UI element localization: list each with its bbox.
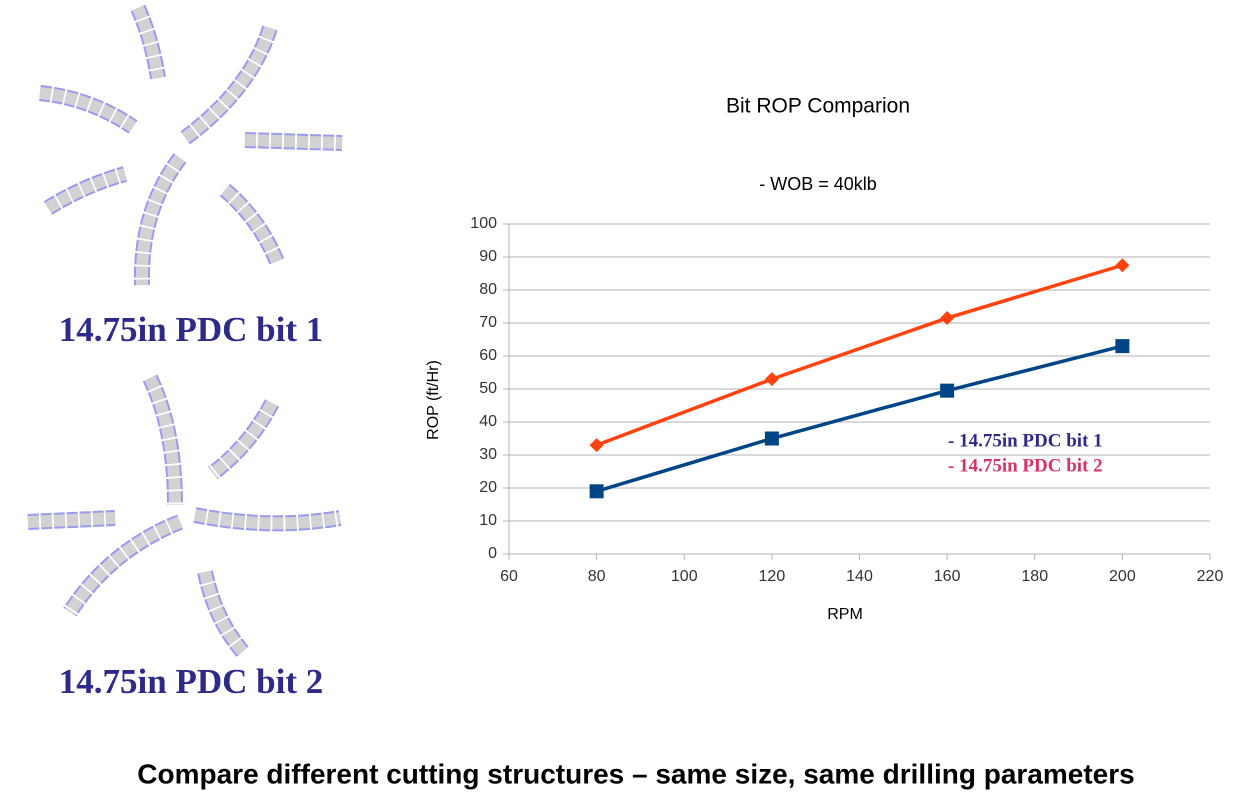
- x-axis-label: RPM: [827, 606, 863, 623]
- y-axis-label: ROP (ft/Hr): [425, 360, 442, 440]
- y-tick-label: 40: [479, 413, 497, 430]
- marker: [589, 484, 604, 499]
- caption: Compare different cutting structures – s…: [137, 758, 1134, 789]
- marker: [589, 438, 604, 453]
- x-tick-label: 220: [1197, 568, 1224, 585]
- y-tick-label: 100: [470, 215, 497, 232]
- y-tick-label: 60: [479, 347, 497, 364]
- legend-entry: - 14.75in PDC bit 1: [948, 430, 1103, 451]
- y-tick-label: 80: [479, 281, 497, 298]
- series-line: [596, 344, 1123, 493]
- series-line: [596, 263, 1123, 447]
- marker: [764, 372, 779, 387]
- y-tick-label: 70: [479, 314, 497, 331]
- marker: [764, 431, 779, 446]
- x-tick-label: 120: [759, 568, 786, 585]
- y-tick-label: 90: [479, 248, 497, 265]
- x-tick-label: 100: [671, 568, 698, 585]
- chart-subtitle: - WOB = 40klb: [759, 174, 877, 194]
- y-tick-label: 30: [479, 446, 497, 463]
- bit-2-drawing: [27, 374, 342, 658]
- x-tick-label: 140: [846, 568, 873, 585]
- marker: [940, 383, 955, 398]
- x-tick-label: 200: [1109, 568, 1136, 585]
- bit-label: 14.75in PDC bit 1: [59, 310, 323, 349]
- y-tick-label: 0: [488, 545, 497, 562]
- y-tick-label: 50: [479, 380, 497, 397]
- x-tick-label: 180: [1021, 568, 1048, 585]
- chart-title: Bit ROP Comparion: [726, 95, 910, 118]
- x-tick-label: 80: [588, 568, 606, 585]
- y-tick-label: 10: [479, 512, 497, 529]
- bit-1-drawing: [39, 4, 343, 286]
- bit-label: 14.75in PDC bit 2: [59, 662, 323, 701]
- y-tick-label: 20: [479, 479, 497, 496]
- x-tick-label: 60: [500, 568, 518, 585]
- x-tick-label: 160: [934, 568, 961, 585]
- marker: [1115, 339, 1130, 354]
- legend-entry: - 14.75in PDC bit 2: [948, 455, 1103, 476]
- marker: [940, 311, 955, 326]
- marker: [1115, 258, 1130, 273]
